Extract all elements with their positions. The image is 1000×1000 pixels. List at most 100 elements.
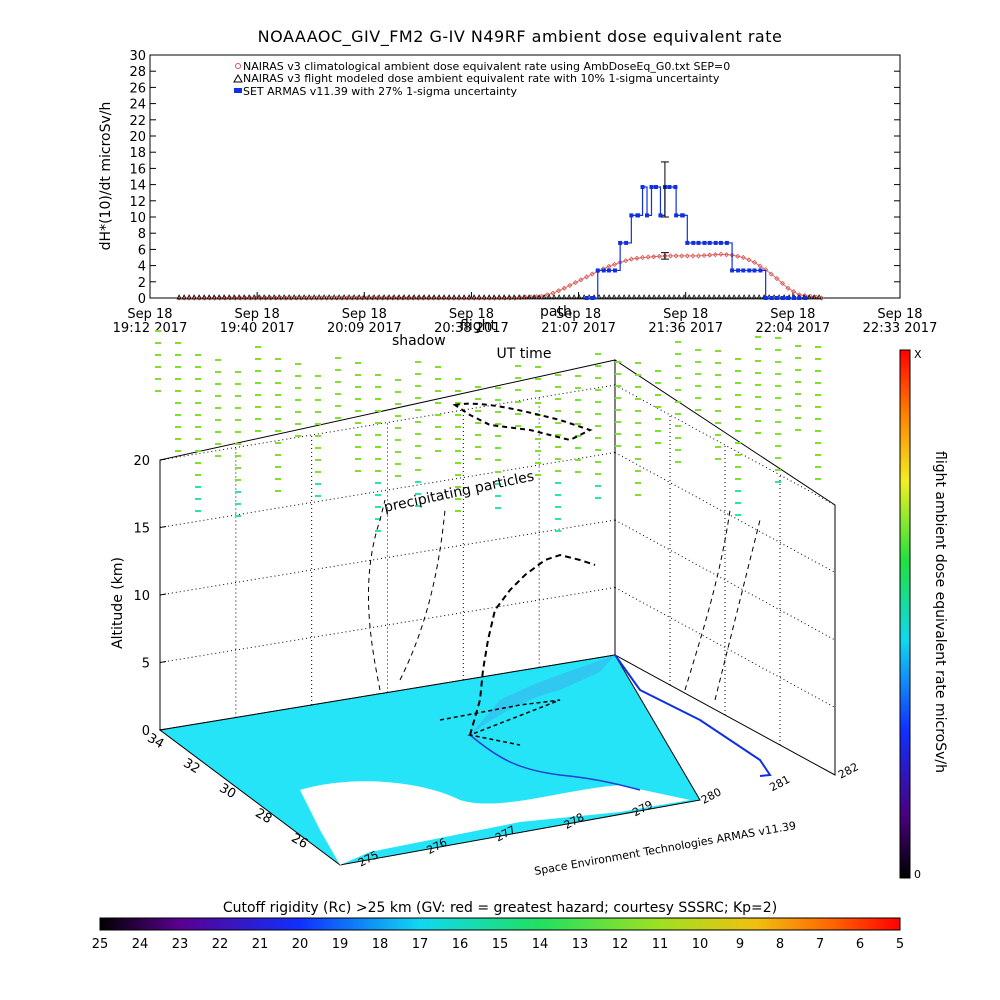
particle-mark <box>535 390 541 392</box>
rigidity-title: Cutoff rigidity (Rc) >25 km (GV: red = g… <box>223 900 777 916</box>
climatological-point <box>359 295 365 301</box>
climatological-point <box>757 263 763 269</box>
flight-model-point <box>396 294 402 300</box>
flight-model-point <box>276 294 282 300</box>
rigidity-tick-label: 11 <box>652 937 669 952</box>
particle-mark <box>515 413 521 415</box>
particle-mark <box>555 530 561 532</box>
shadow-line-right <box>684 509 731 691</box>
rigidity-tick-label: 21 <box>252 937 269 952</box>
particle-mark <box>595 437 601 439</box>
flight-model-point <box>451 294 457 300</box>
climatological-point <box>774 275 780 282</box>
flight-model-point <box>486 294 492 300</box>
particle-mark <box>615 421 621 423</box>
particle-mark <box>395 475 401 477</box>
legend-label: NAIRAS v3 climatological ambient dose eq… <box>243 60 730 73</box>
rigidity-tick-label: 19 <box>332 937 349 952</box>
back-wall-right <box>614 359 836 776</box>
rigidity-tick-label: 16 <box>452 937 469 952</box>
particle-mark <box>555 470 561 472</box>
climatological-point <box>550 290 556 296</box>
flight-model-point <box>616 294 622 300</box>
particle-mark <box>175 426 181 428</box>
particle-mark <box>615 445 621 447</box>
particle-mark <box>535 426 541 428</box>
particle-mark <box>735 394 741 396</box>
particle-mark <box>555 398 561 400</box>
x-tick-time: 20:09 2017 <box>327 321 402 336</box>
armas-point <box>645 213 650 218</box>
particle-mark <box>295 411 301 413</box>
climatological-point <box>567 282 573 289</box>
particle-mark <box>155 330 161 332</box>
armas-point <box>601 268 606 273</box>
particle-mark <box>375 410 381 412</box>
particle-mark <box>455 510 461 512</box>
flight-model-point <box>716 294 722 300</box>
flight-model-point <box>371 294 377 300</box>
particle-mark <box>435 414 441 416</box>
flight-model-point <box>541 294 547 300</box>
rigidity-tick-label: 6 <box>856 937 864 952</box>
legend-marker-triangle <box>233 73 243 83</box>
particle-mark <box>215 431 221 433</box>
particle-mark <box>355 422 361 424</box>
rigidity-tick-label: 18 <box>372 937 389 952</box>
latitude-tick-label: 28 <box>252 806 274 827</box>
particle-mark <box>515 401 521 403</box>
flight-model-point <box>726 294 732 300</box>
flight-model-point <box>746 294 752 300</box>
particle-mark <box>575 423 581 425</box>
flight-model-point <box>186 294 192 300</box>
flight-model-point <box>711 294 717 300</box>
particle-mark <box>435 390 441 392</box>
rigidity-tick-label: 9 <box>736 937 744 952</box>
x-tick-time: 19:40 2017 <box>220 321 295 336</box>
climatological-point <box>561 285 567 291</box>
climatological-point <box>237 295 243 301</box>
particle-mark <box>615 397 621 399</box>
particle-mark <box>315 435 321 437</box>
armas-point <box>685 240 690 245</box>
shadow-line-right <box>714 519 761 701</box>
particle-mark <box>775 421 781 423</box>
flight-model-point <box>461 294 467 300</box>
particle-mark <box>715 362 721 364</box>
rigidity-tick-label: 20 <box>292 937 309 952</box>
grid-line <box>614 384 836 506</box>
y-tick-label: 18 <box>129 146 146 161</box>
y-tick-label: 6 <box>138 243 146 258</box>
particle-mark <box>795 357 801 359</box>
particle-mark <box>295 435 301 437</box>
flight-model-point <box>811 294 817 300</box>
latitude-tick-label: 34 <box>144 731 166 752</box>
flight-model-point <box>626 294 632 300</box>
y-tick-label: 12 <box>129 195 146 210</box>
climatological-point <box>283 295 289 301</box>
flight-model-point <box>311 294 317 300</box>
particle-mark <box>415 421 421 423</box>
longitude-tick-label: 280 <box>699 785 724 806</box>
particle-mark <box>715 446 721 448</box>
rigidity-tick-label: 25 <box>92 937 109 952</box>
coastline-gulf <box>469 734 641 791</box>
particle-mark <box>395 451 401 453</box>
particle-mark <box>195 402 201 404</box>
climatological-point <box>354 295 360 301</box>
particle-mark <box>615 409 621 411</box>
flight-model-point <box>501 294 507 300</box>
y-tick-label: 0 <box>138 292 146 307</box>
particle-mark <box>495 435 501 437</box>
particle-mark <box>615 385 621 387</box>
particle-mark <box>195 498 201 500</box>
particle-mark <box>675 437 681 439</box>
armas-point <box>774 296 779 300</box>
x-tick-date: Sep 18 <box>556 307 601 322</box>
x-tick-date: Sep 18 <box>127 307 172 322</box>
armas-point <box>763 296 768 300</box>
particle-mark <box>815 358 821 360</box>
particle-mark <box>195 462 201 464</box>
particle-mark <box>815 466 821 468</box>
